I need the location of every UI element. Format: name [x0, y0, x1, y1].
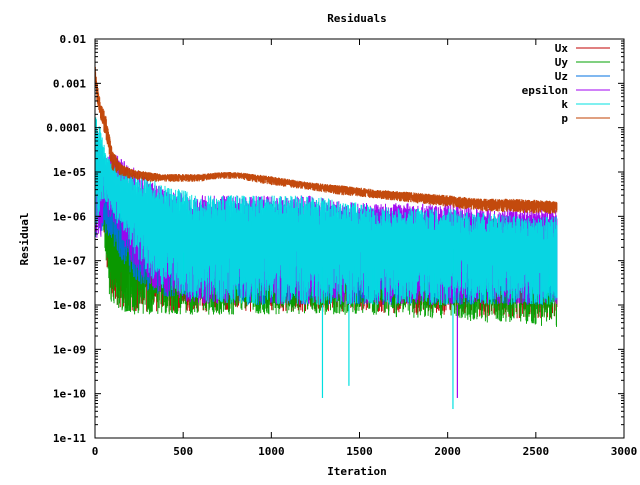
legend-label-epsilon: epsilon — [522, 84, 568, 97]
y-tick-label: 1e-09 — [53, 343, 86, 356]
y-tick-label: 1e-06 — [53, 210, 86, 223]
ticks-layer: 0 500 1000 1500 2000 2500 3000 0.01 0.001 0.0001 1… — [46, 33, 637, 458]
y-tick-label: 0.0001 — [46, 122, 86, 135]
x-tick-label: 1000 — [258, 445, 285, 458]
y-tick-label: 1e-07 — [53, 255, 86, 268]
y-tick-label: 0.01 — [60, 33, 87, 46]
x-tick-label: 3000 — [611, 445, 638, 458]
y-tick-label: 1e-08 — [53, 299, 86, 312]
chart-title: Residuals — [327, 12, 387, 25]
y-axis-label: Residual — [18, 213, 31, 266]
legend-label-k: k — [561, 98, 568, 111]
x-tick-label: 2000 — [434, 445, 461, 458]
series-layer — [94, 66, 558, 410]
legend-label-Uz: Uz — [555, 70, 568, 83]
y-tick-label: 1e-10 — [53, 388, 86, 401]
y-tick-label: 1e-11 — [53, 432, 86, 445]
x-axis-label: Iteration — [327, 465, 387, 478]
x-tick-label: 2500 — [523, 445, 550, 458]
x-tick-label: 1500 — [346, 445, 373, 458]
y-tick-label: 1e-05 — [53, 166, 86, 179]
legend-label-p: p — [561, 112, 568, 125]
y-tick-label: 0.001 — [53, 77, 86, 90]
x-tick-label: 500 — [173, 445, 193, 458]
legend-label-Ux: Ux — [555, 42, 569, 55]
legend-label-Uy: Uy — [555, 56, 569, 69]
x-tick-label: 0 — [92, 445, 99, 458]
